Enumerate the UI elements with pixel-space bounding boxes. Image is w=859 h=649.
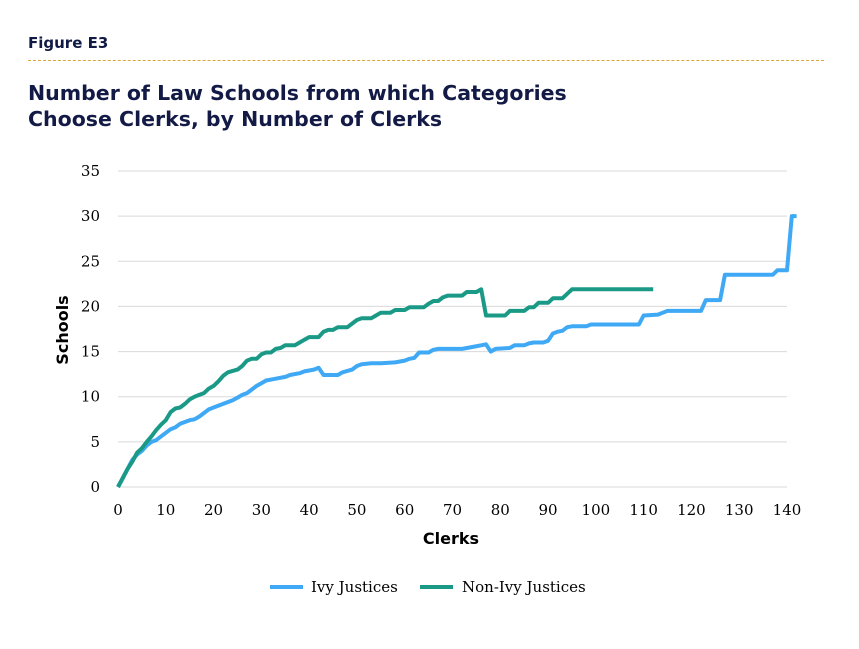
figure-label: Figure E3 — [28, 34, 109, 52]
y-tick-label: 15 — [81, 343, 100, 361]
x-tick-label: 120 — [677, 501, 706, 519]
x-tick-label: 80 — [491, 501, 510, 519]
chart-title-line-2: Choose Clerks, by Number of Clerks — [28, 107, 443, 131]
y-tick-label: 20 — [81, 297, 100, 315]
x-tick-label: 50 — [347, 501, 366, 519]
x-tick-label: 0 — [113, 501, 123, 519]
x-tick-label: 140 — [773, 501, 802, 519]
series-line-ivy — [116, 214, 797, 488]
x-tick-label: 110 — [629, 501, 658, 519]
y-axis-ticks: 0 5 10 15 20 25 30 35 — [81, 162, 100, 496]
y-tick-label: 35 — [81, 162, 100, 180]
gridlines — [118, 170, 787, 488]
x-tick-label: 30 — [252, 501, 271, 519]
x-tick-label: 70 — [443, 501, 462, 519]
legend: Ivy Justices Non-Ivy Justices — [270, 578, 586, 596]
x-tick-label: 100 — [582, 501, 611, 519]
x-tick-label: 130 — [725, 501, 754, 519]
x-tick-label: 90 — [539, 501, 558, 519]
header-divider — [28, 60, 824, 61]
x-tick-label: 60 — [395, 501, 414, 519]
series-lines — [116, 214, 797, 488]
x-axis-title: Clerks — [423, 529, 479, 548]
y-tick-label: 5 — [90, 433, 100, 451]
y-tick-label: 30 — [81, 207, 100, 225]
x-tick-label: 40 — [300, 501, 319, 519]
series-line-nonivy — [116, 287, 654, 488]
y-tick-label: 10 — [81, 388, 100, 406]
y-tick-label: 25 — [81, 252, 100, 270]
legend-label-ivy: Ivy Justices — [311, 578, 398, 596]
y-tick-label: 0 — [90, 478, 100, 496]
chart-title-line-1: Number of Law Schools from which Categor… — [28, 81, 567, 105]
legend-label-nonivy: Non-Ivy Justices — [462, 578, 586, 596]
x-tick-label: 20 — [204, 501, 223, 519]
chart-title: Number of Law Schools from which Categor… — [28, 80, 567, 132]
x-tick-label: 10 — [156, 501, 175, 519]
y-axis-title: Schools — [53, 295, 72, 364]
x-axis-ticks: 0 10 20 30 40 50 60 70 80 90 100 110 120 130 140 — [113, 501, 801, 519]
